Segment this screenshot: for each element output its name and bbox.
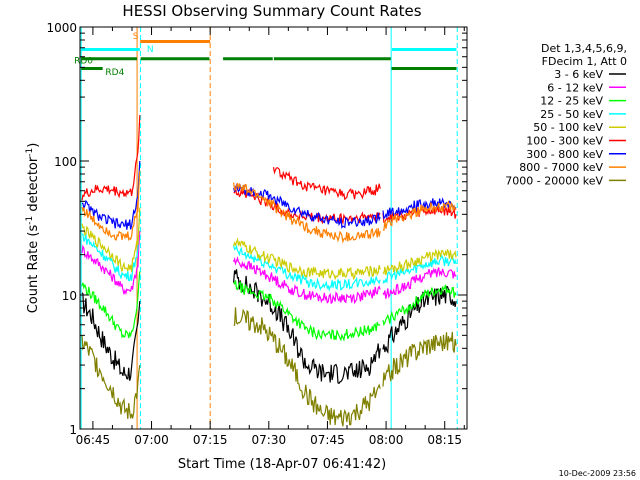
series-line-1-1 [233,255,381,305]
series-line-4-2 [382,248,457,276]
series-line-2-2 [382,284,457,327]
y-tick-label-1: 10 [62,289,77,303]
series-line-3-1 [233,244,381,292]
series-line-1-2 [382,267,457,299]
y-axis-label-sup2: -1 [25,148,35,157]
legend-entry-label-1: 6 - 12 keV [547,81,603,94]
plot-area [80,27,458,429]
annotation-1: N [147,45,154,55]
series-line-3-2 [382,254,457,284]
series-line-8-0 [81,335,141,420]
annotation-3: RD4 [105,68,124,78]
series-line-1-0 [81,231,141,296]
legend-entry-label-8: 7000 - 20000 keV [505,174,603,187]
x-tick-label-4: 07:45 [310,433,345,447]
series-line-0-2 [382,286,457,354]
legend-entry-label-6: 300 - 800 keV [526,148,603,161]
x-axis-label: Start Time (18-Apr-07 06:41:42) [178,457,386,472]
series-3 [81,214,457,292]
series-line-3-0 [81,214,141,282]
legend-header-1: FDecim 1, Att 0 [542,55,627,68]
series-2 [81,271,457,342]
x-tick-label-2: 07:15 [193,433,228,447]
series-line-7-2 [382,200,457,232]
series-line-6-0 [82,160,141,230]
footer-date: 10-Dec-2009 23:56 [559,469,636,478]
series-line-8-2 [382,331,457,387]
y-tick-label-2: 100 [54,155,77,169]
flags-layer: SN RD0 RD4 [74,32,457,78]
legend-entry-label-5: 100 - 300 keV [526,135,603,148]
y-axis-label-part2: detector [26,156,41,216]
legend-entry-label-4: 50 - 100 keV [533,121,603,134]
plot-frame [79,26,468,430]
series-layer [81,115,457,427]
y-axis-label-part3: ) [26,143,41,148]
series-line-6-1 [233,182,381,229]
annotation-0: S [133,32,139,42]
series-line-4-1 [233,237,381,281]
series-8 [81,307,457,427]
y-tick-label-3: 1000 [46,21,77,35]
series-line-8-1 [233,307,381,427]
y-axis-label: Count Rate (s-1 detector-1) [25,143,41,314]
legend-entry-label-2: 12 - 25 keV [540,95,603,108]
series-line-5-2 [272,166,381,201]
y-axis-label-sup1: -1 [25,216,35,225]
x-tick-label-5: 08:00 [369,433,404,447]
series-line-0-1 [233,269,381,385]
series-line-7-1 [233,182,381,244]
series-line-2-1 [233,280,381,342]
legend-entry-label-7: 800 - 7000 keV [519,161,603,174]
chart-title: HESSI Observing Summary Count Rates [122,2,421,20]
series-line-0-0 [81,292,141,381]
series-4 [81,207,457,281]
series-7 [81,170,457,244]
y-axis: 1 10 100 1000 [46,21,467,437]
x-tick-label-0: 06:45 [76,433,111,447]
x-axis: 06:45 07:00 07:15 07:30 07:45 08:00 08:15 [76,27,465,447]
series-line-4-0 [81,207,141,272]
x-tick-label-3: 07:30 [252,433,287,447]
legend-header-0: Det 1,3,4,5,6,9, [541,42,627,55]
legend: Det 1,3,4,5,6,9,FDecim 1, Att 03 - 6 keV… [505,42,627,187]
y-axis-label-part1: Count Rate (s [26,225,41,314]
series-line-7-0 [81,170,141,242]
legend-entry-label-0: 3 - 6 keV [554,68,603,81]
series-1 [81,231,457,305]
series-0 [81,269,457,385]
series-line-2-0 [81,271,141,339]
annotation-2: RD0 [74,57,93,67]
series-line-5-0 [81,115,141,201]
x-tick-label-1: 07:00 [134,433,169,447]
x-tick-label-6: 08:15 [427,433,462,447]
legend-entry-label-3: 25 - 50 keV [540,108,603,121]
y-tick-label-0: 1 [69,423,77,437]
